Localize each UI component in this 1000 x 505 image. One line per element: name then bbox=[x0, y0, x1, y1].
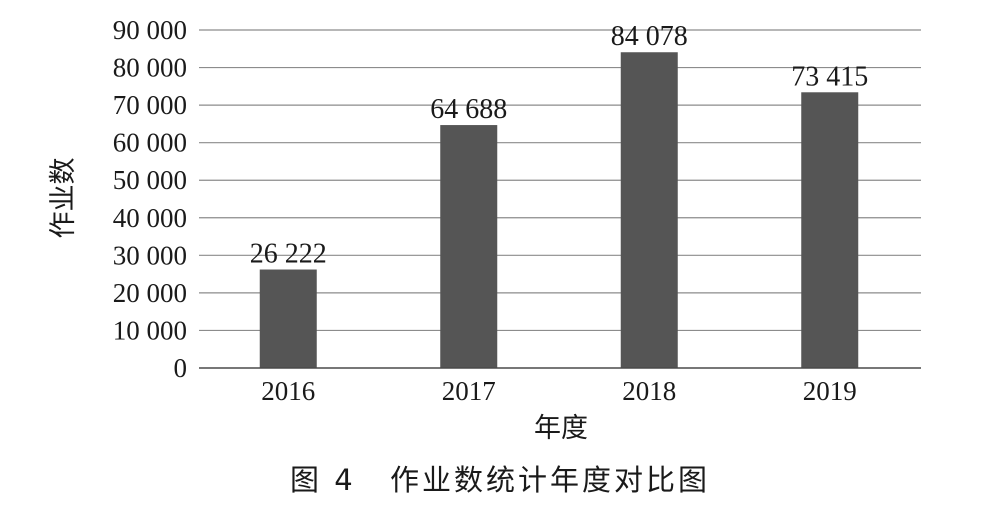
data-label-2016: 26 222 bbox=[250, 239, 327, 270]
y-tick-label: 40 000 bbox=[113, 203, 187, 233]
figure-caption: 图 4 作业数统计年度对比图 bbox=[290, 463, 710, 497]
y-axis-ticks: 0 10 000 20 000 30 000 40 000 50 000 60 000 70 … bbox=[113, 15, 187, 383]
gridlines bbox=[199, 29, 921, 332]
y-axis-title: 作业数 bbox=[48, 158, 79, 239]
x-axis-ticks: 2016 2017 2018 2019 bbox=[261, 376, 857, 406]
x-tick-label-2017: 2017 bbox=[442, 376, 496, 406]
bar-2018 bbox=[620, 52, 678, 369]
figure-number: 图 4 bbox=[290, 463, 356, 497]
figure-caption-text: 作业数统计年度对比图 bbox=[390, 463, 710, 497]
y-tick-label: 30 000 bbox=[113, 240, 187, 270]
data-label-2017: 64 688 bbox=[430, 94, 507, 125]
x-tick-label-2019: 2019 bbox=[803, 376, 857, 406]
data-labels: 26 222 64 688 84 078 73 415 bbox=[250, 21, 869, 269]
x-axis-title: 年度 bbox=[534, 413, 588, 444]
bar-2017 bbox=[440, 125, 498, 368]
x-tick-label-2016: 2016 bbox=[261, 376, 315, 406]
y-tick-label: 10 000 bbox=[113, 315, 187, 345]
y-tick-label: 80 000 bbox=[113, 53, 187, 83]
y-tick-label: 20 000 bbox=[113, 278, 187, 308]
y-tick-label: 70 000 bbox=[113, 90, 187, 120]
data-label-2019: 73 415 bbox=[791, 61, 868, 92]
bar-2016 bbox=[259, 269, 317, 368]
y-tick-label: 90 000 bbox=[113, 15, 187, 45]
x-tick-label-2018: 2018 bbox=[622, 376, 676, 406]
y-tick-label: 50 000 bbox=[113, 165, 187, 195]
data-label-2018: 84 078 bbox=[611, 21, 688, 52]
y-tick-label: 0 bbox=[174, 353, 188, 383]
y-tick-label: 60 000 bbox=[113, 128, 187, 158]
bar-2019 bbox=[801, 92, 859, 368]
bars bbox=[259, 52, 859, 369]
